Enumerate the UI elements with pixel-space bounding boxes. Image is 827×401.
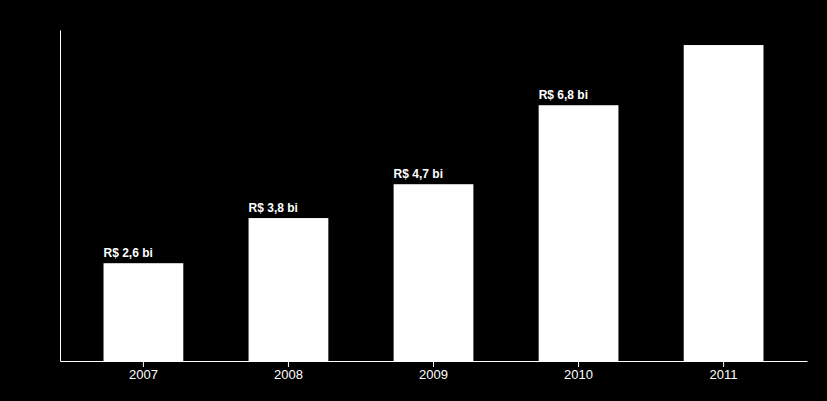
bars — [104, 45, 764, 361]
x-tick-mark — [578, 361, 579, 367]
data-label: R$ 2,6 bi — [104, 246, 153, 260]
x-tick: 2007 — [129, 361, 158, 382]
x-axis: 2007 2008 2009 2010 2011 — [61, 361, 808, 382]
data-label: R$ 6,8 bi — [539, 88, 588, 102]
data-label: R$ 4,7 bi — [394, 167, 443, 181]
x-tick: 2011 — [710, 361, 738, 382]
x-tick-label: 2011 — [710, 367, 738, 382]
plot: 20072008200920102011R$ 2,6 biR$ 3,8 biR$… — [61, 31, 808, 383]
bar — [684, 45, 764, 361]
bar — [394, 184, 474, 361]
y-axis-line — [60, 31, 61, 362]
x-tick-label: 2009 — [419, 367, 448, 382]
x-tick-label: 2010 — [564, 367, 593, 382]
x-tick-mark — [143, 361, 144, 367]
chart: 20072008200920102011R$ 2,6 biR$ 3,8 biR$… — [0, 0, 827, 401]
x-tick-mark — [723, 361, 724, 367]
bar — [539, 105, 619, 361]
bar — [104, 263, 184, 361]
data-label: R$ 3,8 bi — [249, 201, 298, 215]
x-tick-mark — [288, 361, 289, 367]
x-tick-label: 2007 — [129, 367, 158, 382]
chart-container: 20072008200920102011R$ 2,6 biR$ 3,8 biR$… — [0, 0, 827, 401]
x-tick: 2008 — [274, 361, 303, 382]
x-tick-label: 2008 — [274, 367, 303, 382]
data-labels: R$ 2,6 bi R$ 3,8 bi R$ 4,7 bi R$ 6,8 bi — [104, 88, 589, 260]
x-tick: 2009 — [419, 361, 448, 382]
x-tick-mark — [433, 361, 434, 367]
y-axis — [60, 31, 61, 362]
x-tick: 2010 — [564, 361, 593, 382]
bar — [249, 218, 329, 361]
